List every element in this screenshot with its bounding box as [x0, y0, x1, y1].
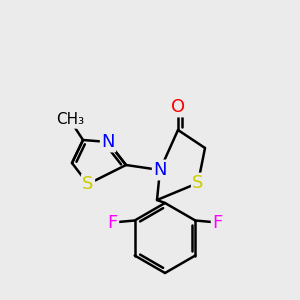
Text: CH₃: CH₃ [56, 112, 84, 128]
Text: N: N [101, 133, 115, 151]
Text: F: F [212, 214, 222, 232]
Text: S: S [82, 175, 94, 193]
Text: N: N [153, 161, 167, 179]
Text: S: S [192, 174, 204, 192]
Text: F: F [108, 214, 118, 232]
Text: O: O [171, 98, 185, 116]
